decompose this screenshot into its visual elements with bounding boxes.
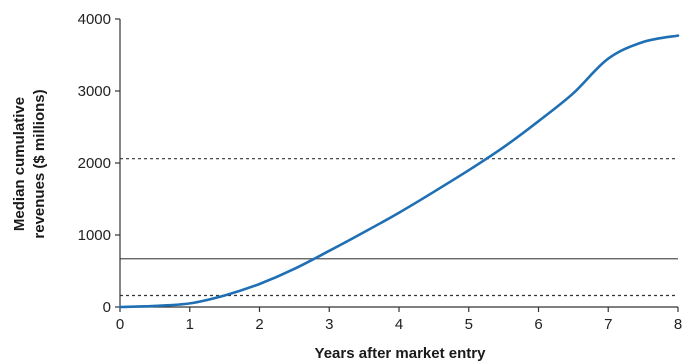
x-tick-label: 6 <box>534 316 542 333</box>
y-tick-label: 4000 <box>78 11 111 28</box>
x-tick-label: 1 <box>186 316 194 333</box>
revenue-line <box>118 34 680 309</box>
x-tick-label: 3 <box>325 316 333 333</box>
x-tick-label: 7 <box>604 316 612 333</box>
y-axis-title-line-1: Median cumulative <box>11 97 28 231</box>
y-tick-label: 1000 <box>78 227 111 244</box>
x-axis-title: Years after market entry <box>315 345 487 362</box>
x-tick-label: 8 <box>674 316 682 333</box>
x-tick-label: 5 <box>465 316 473 333</box>
plot-area: 0 1000 2000 3000 4000 0 1 2 3 4 5 6 7 8 <box>78 11 682 333</box>
x-tick-label: 2 <box>255 316 263 333</box>
y-axis-title-line-2: revenues ($ millions) <box>31 89 48 238</box>
x-tick-label: 0 <box>116 316 124 333</box>
y-tick-label: 2000 <box>78 155 111 172</box>
y-tick-label: 3000 <box>78 83 111 100</box>
y-tick-label: 0 <box>103 299 111 316</box>
x-tick-label: 4 <box>395 316 403 333</box>
